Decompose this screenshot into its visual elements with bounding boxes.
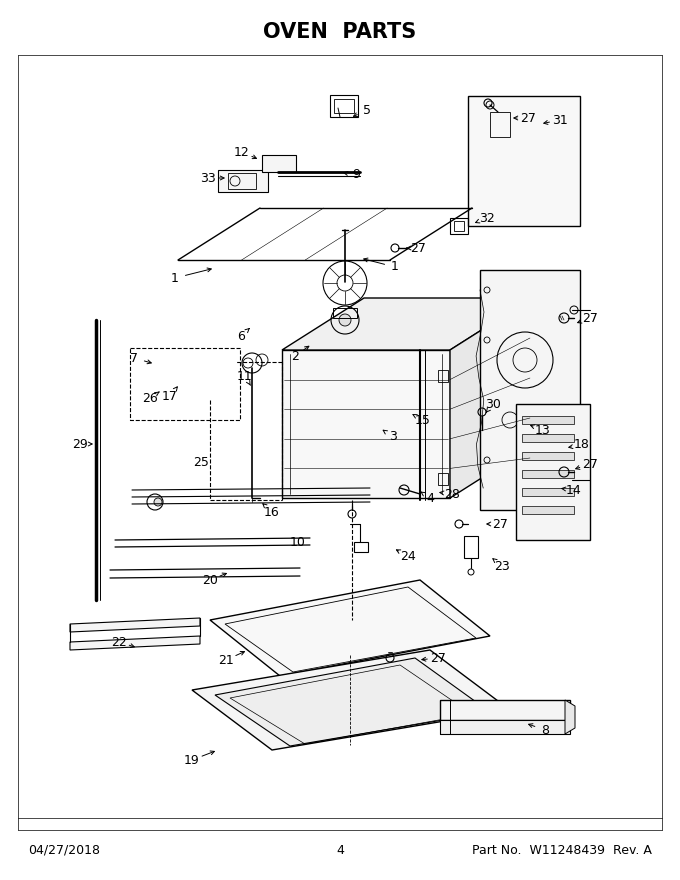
- Text: 32: 32: [479, 211, 495, 224]
- Text: 1: 1: [391, 260, 399, 274]
- Bar: [522, 434, 574, 442]
- Text: 2: 2: [291, 349, 299, 363]
- Text: 27: 27: [430, 651, 446, 664]
- Text: 9: 9: [352, 168, 360, 181]
- Text: 22: 22: [111, 635, 127, 649]
- Text: 13: 13: [535, 423, 551, 436]
- Bar: [490, 112, 510, 137]
- Bar: [330, 95, 358, 117]
- Bar: [464, 536, 478, 558]
- Text: 16: 16: [264, 505, 280, 518]
- Text: 23: 23: [494, 560, 510, 573]
- Bar: [522, 416, 574, 424]
- Text: 18: 18: [574, 438, 590, 451]
- Text: 4: 4: [336, 844, 344, 856]
- Polygon shape: [218, 170, 268, 192]
- Polygon shape: [210, 580, 490, 676]
- Polygon shape: [70, 618, 200, 632]
- Bar: [354, 542, 368, 552]
- Text: 26: 26: [142, 392, 158, 405]
- Polygon shape: [192, 650, 510, 750]
- Text: 15: 15: [415, 414, 431, 427]
- Text: 11: 11: [237, 370, 253, 383]
- Text: 8: 8: [541, 723, 549, 737]
- Text: 30: 30: [485, 398, 501, 410]
- Text: 19: 19: [184, 753, 200, 766]
- Text: 3: 3: [389, 430, 397, 444]
- Polygon shape: [70, 636, 200, 650]
- Text: 4: 4: [426, 492, 434, 504]
- Circle shape: [154, 498, 162, 506]
- Polygon shape: [282, 298, 532, 350]
- Text: 25: 25: [193, 456, 209, 468]
- Bar: [333, 308, 357, 318]
- Text: 6: 6: [237, 329, 245, 342]
- Bar: [450, 218, 468, 234]
- Text: 04/27/2018: 04/27/2018: [28, 844, 100, 856]
- Text: 31: 31: [552, 114, 568, 127]
- Text: 24: 24: [400, 549, 416, 562]
- Bar: [522, 488, 574, 496]
- Polygon shape: [440, 720, 570, 734]
- Text: 29: 29: [72, 437, 88, 451]
- Bar: [438, 370, 448, 382]
- Text: 21: 21: [218, 654, 234, 666]
- Polygon shape: [516, 404, 590, 540]
- Bar: [522, 470, 574, 478]
- Text: 17: 17: [162, 390, 178, 402]
- Bar: [130, 348, 240, 420]
- Text: 12: 12: [234, 145, 250, 158]
- Bar: [228, 173, 256, 189]
- Bar: [334, 99, 354, 113]
- Text: 10: 10: [290, 537, 306, 549]
- Polygon shape: [480, 270, 580, 510]
- Polygon shape: [282, 350, 450, 498]
- Bar: [522, 452, 574, 460]
- Text: OVEN  PARTS: OVEN PARTS: [263, 22, 417, 42]
- Text: 5: 5: [363, 104, 371, 116]
- Bar: [468, 96, 580, 226]
- Polygon shape: [450, 298, 532, 498]
- Text: 7: 7: [130, 351, 138, 364]
- Text: 28: 28: [444, 488, 460, 501]
- Polygon shape: [262, 155, 296, 172]
- Text: 27: 27: [410, 241, 426, 254]
- Text: 20: 20: [202, 574, 218, 586]
- Text: 27: 27: [492, 517, 508, 531]
- Text: 1: 1: [171, 272, 179, 284]
- Bar: [454, 221, 464, 231]
- Text: 33: 33: [200, 172, 216, 185]
- Polygon shape: [215, 658, 490, 746]
- Text: 27: 27: [520, 112, 536, 124]
- Text: Part No.  W11248439  Rev. A: Part No. W11248439 Rev. A: [472, 844, 652, 856]
- Circle shape: [339, 314, 351, 326]
- Bar: [522, 506, 574, 514]
- Text: 27: 27: [582, 312, 598, 325]
- Text: 27: 27: [582, 458, 598, 471]
- Polygon shape: [440, 700, 570, 720]
- Polygon shape: [565, 700, 575, 734]
- Bar: [438, 473, 448, 485]
- Text: 14: 14: [566, 483, 582, 496]
